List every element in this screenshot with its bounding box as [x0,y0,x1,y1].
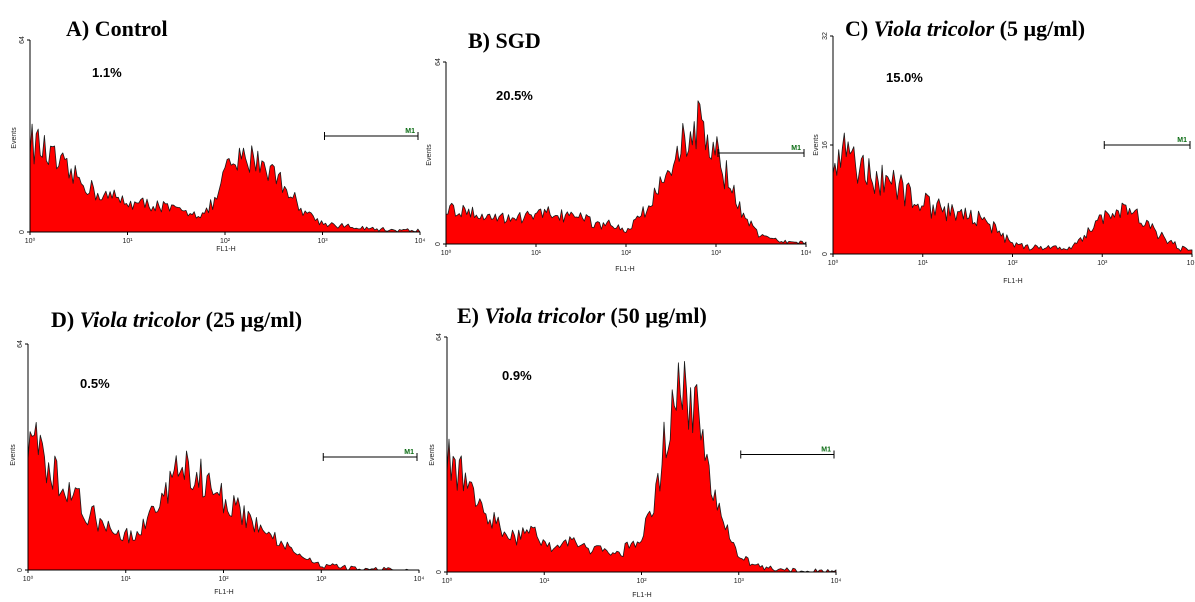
x-tick-label: 10² [220,238,231,245]
x-tick-label: 10¹ [122,238,133,245]
x-axis-label: FL1-H [216,246,235,253]
gate-marker-label: M1 [791,145,801,152]
x-tick-label: 10² [621,250,632,257]
x-tick-label: 10³ [711,250,722,257]
panel-title: C) Viola tricolor (5 µg/ml) [845,16,1085,41]
x-axis-label: FL1-H [615,266,634,273]
y-axis-label: Events [813,134,820,156]
x-tick-label: 10³ [1097,260,1108,267]
histogram-area [446,361,837,573]
panel-title: D) Viola tricolor (25 µg/ml) [51,307,302,332]
gate-percentage: 15.0% [886,70,923,85]
gate-percentage: 0.5% [80,376,110,391]
x-tick-label: 10⁴ [831,578,842,585]
histogram-area [27,422,420,571]
x-tick-label: 10⁰ [442,577,453,585]
gate-marker-label: M1 [1177,137,1187,144]
x-tick-label: 10³ [734,578,745,585]
gate-percentage: 1.1% [92,65,122,80]
y-tick-label: 64 [19,36,26,44]
x-axis-label: FL1-H [214,589,233,596]
y-tick-label: 64 [435,58,442,66]
y-tick-label: 0 [435,242,442,246]
x-tick-label: 10⁴ [415,238,426,245]
gate-percentage: 20.5% [496,88,533,103]
x-tick-label: 10³ [317,238,328,245]
x-tick-label: 10³ [316,576,327,583]
x-tick-label: 10⁴ [801,250,812,257]
y-tick-label: 64 [436,333,443,341]
histogram-panel-b: B) SGD 20.5% Events FL1-H 10⁰ 10¹ 10² 10³ 10… [426,28,811,273]
histogram-area [29,123,421,233]
histogram-area [832,132,1193,255]
x-tick-label: 10¹ [539,578,550,585]
x-tick-label: 10² [636,578,647,585]
histogram-panel-c: C) Viola tricolor (5 µg/ml) 15.0% Events… [813,16,1195,285]
y-axis-label: Events [426,144,433,166]
x-tick-label: 10¹ [121,576,132,583]
histogram-panel-d: D) Viola tricolor (25 µg/ml) 0.5% Events… [10,307,424,596]
y-tick-label: 32 [822,32,829,40]
x-axis-label: FL1-H [632,592,651,599]
histogram-area [445,100,807,245]
x-axis-label: FL1-H [1003,278,1022,285]
y-axis-label: Events [10,444,17,466]
gate-percentage: 0.9% [502,368,532,383]
y-tick-label: 0 [17,568,24,572]
y-axis-label: Events [429,444,436,466]
x-tick-label: 10⁰ [828,259,839,267]
x-tick-label: 10⁰ [23,575,34,583]
panel-title: B) SGD [468,28,541,53]
y-tick-label: 0 [822,252,829,256]
panel-title: A) Control [66,16,168,41]
panel-title: E) Viola tricolor (50 µg/ml) [457,303,707,328]
histogram-panel-e: E) Viola tricolor (50 µg/ml) 0.9% Events… [429,303,841,599]
histogram-panel-a: A) Control 1.1% Events FL1-H 10⁰ 10¹ 10² 10… [11,16,425,253]
x-tick-label: 10² [1007,260,1018,267]
gate-marker-label: M1 [405,128,415,135]
x-tick-label: 10² [218,576,229,583]
x-tick-label: 10⁴ [1187,260,1195,267]
y-tick-label: 0 [436,570,443,574]
x-tick-label: 10⁰ [441,249,452,257]
x-tick-label: 10¹ [918,260,929,267]
y-axis-label: Events [11,127,18,149]
y-tick-label: 16 [822,141,829,149]
x-tick-label: 10⁰ [25,237,36,245]
x-tick-label: 10¹ [531,250,542,257]
gate-marker-label: M1 [404,449,414,456]
y-tick-label: 0 [19,230,26,234]
gate-marker-label: M1 [821,447,831,454]
y-tick-label: 64 [17,340,24,348]
x-tick-label: 10⁴ [414,576,425,583]
